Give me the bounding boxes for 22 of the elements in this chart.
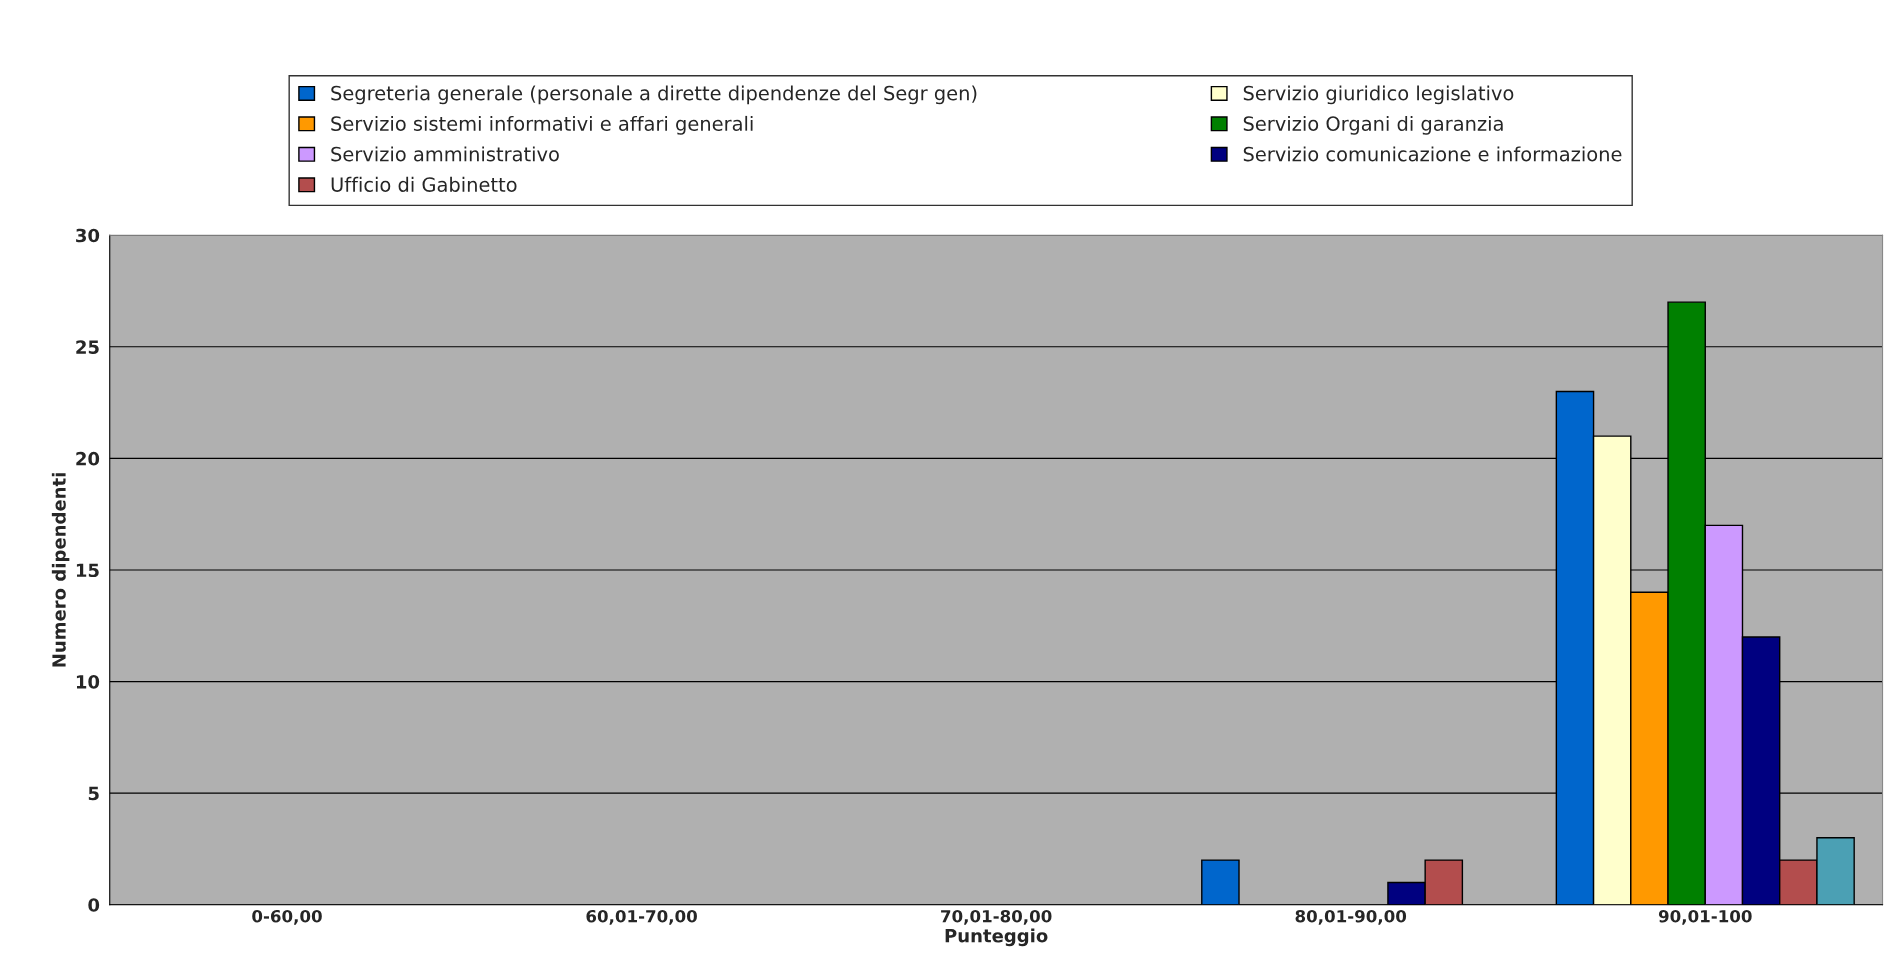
y-axis-title: Numero dipendenti — [51, 473, 70, 667]
y-tick-label: 25 — [76, 340, 99, 354]
legend-label: Ufficio di Gabinetto — [331, 176, 517, 192]
y-tick-label: 15 — [76, 563, 99, 578]
legend-label: Servizio giuridico legislativo — [1243, 85, 1514, 105]
x-tick-label: 70,01-80,00 — [941, 909, 1052, 925]
legend-label: Servizio amministrativo — [331, 146, 559, 162]
y-tick-label: 20 — [76, 451, 100, 466]
x-tick-label: 90,01-100 — [1658, 909, 1752, 925]
y-tick-label: 30 — [76, 228, 100, 243]
y-tick-label: 0 — [88, 898, 100, 912]
x-tick-label: 60,01-70,00 — [586, 909, 697, 925]
bar — [1201, 859, 1240, 905]
x-axis-title: Punteggio — [945, 928, 1048, 947]
y-tick-label: 5 — [88, 786, 99, 801]
x-tick-label: 80,01-90,00 — [1295, 909, 1407, 925]
legend-label: Segreteria generale (personale a dirette dipendenze del Segr gen) — [331, 85, 977, 105]
legend-label: Servizio Organi di garanzia — [1243, 115, 1503, 135]
x-tick-label: 0-60,00 — [252, 909, 322, 925]
legend-label: Servizio sistemi informativi e affari generali — [331, 115, 753, 135]
y-tick-label: 10 — [76, 675, 100, 689]
legend-label: Servizio comunicazione e informazione — [1243, 146, 1622, 162]
